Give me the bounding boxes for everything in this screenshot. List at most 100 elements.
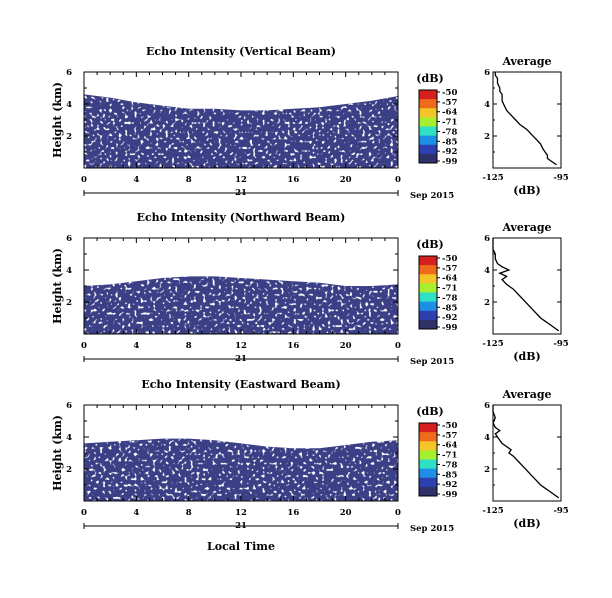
- colorbar-tick-label: -78: [442, 293, 457, 303]
- y-tick-label: 6: [66, 68, 72, 78]
- x-tick-label: 20: [340, 508, 352, 518]
- colorbar-tick-label: -64: [442, 108, 457, 118]
- panel-title: Echo Intensity (Eastward Beam): [141, 378, 340, 391]
- colorbar-tick-label: -85: [442, 470, 457, 480]
- heatmap-field: [84, 276, 398, 334]
- colorbar-tick-label: -57: [442, 431, 457, 441]
- profile-y-tick-label: 6: [484, 401, 490, 411]
- x-tick-label: 16: [287, 341, 299, 351]
- colorbar-tick-label: -99: [442, 323, 457, 333]
- profile-x-label: (dB): [513, 350, 540, 363]
- colorbar-segment: [419, 441, 437, 451]
- x-tick-label: 16: [287, 508, 299, 518]
- colorbar-tick-label: -99: [442, 490, 457, 500]
- x-tick-label: 0: [81, 508, 87, 518]
- colorbar-label: (dB): [416, 238, 443, 251]
- x-tick-label: 0: [81, 175, 87, 185]
- profile-line: [494, 72, 557, 166]
- colorbar-tick-label: -85: [442, 137, 457, 147]
- colorbar-segment: [419, 135, 437, 146]
- y-tick-label: 2: [66, 298, 72, 308]
- profile-y-tick-label: 2: [484, 298, 490, 308]
- colorbar-tick-label: -50: [442, 88, 457, 98]
- colorbar-tick-label: -64: [442, 274, 457, 284]
- colorbar-segment: [419, 292, 437, 303]
- x-tick-label: 4: [133, 175, 139, 185]
- profile-y-tick-label: 4: [484, 433, 490, 443]
- colorbar-frame: [418, 89, 438, 164]
- date-label: Sep 2015: [410, 191, 454, 201]
- panel-0: Echo Intensity (Vertical Beam) 0 4 8 12 16 20 0…: [51, 45, 569, 201]
- y-tick-label: 2: [66, 465, 72, 475]
- colorbar-segment: [419, 117, 437, 127]
- data-gap-speckle: [84, 94, 398, 168]
- profile-x-tick-label: -95: [553, 173, 568, 183]
- colorbar-tick-label: -50: [442, 421, 457, 431]
- profile-y-tick-label: 6: [484, 68, 490, 78]
- colorbar-label: (dB): [416, 72, 443, 85]
- colorbar-tick-label: -71: [442, 118, 457, 128]
- colorbar-tick-label: -92: [442, 480, 457, 490]
- x-tick-label: 0: [81, 341, 87, 351]
- profile-y-tick-label: 2: [484, 132, 490, 142]
- x-tick-label: 0: [395, 341, 401, 351]
- colorbar-tick-label: -92: [442, 147, 457, 157]
- y-tick-label: 2: [66, 132, 72, 142]
- y-tick-label: 4: [66, 266, 72, 276]
- panel-title: Echo Intensity (Vertical Beam): [146, 45, 336, 58]
- colorbar-segment: [419, 283, 437, 293]
- x-axis-label: Local Time: [207, 540, 275, 553]
- profile-x-tick-label: -125: [482, 173, 503, 183]
- profile-x-tick-label: -125: [482, 506, 503, 516]
- profile-x-tick-label: -95: [553, 339, 568, 349]
- colorbar-tick-label: -64: [442, 441, 457, 451]
- profile-title: Average: [501, 221, 551, 234]
- panel-1: Echo Intensity (Northward Beam)0 4 8 12 16 20…: [51, 211, 569, 367]
- colorbar-segment: [419, 310, 437, 321]
- colorbar-segment: [419, 432, 437, 442]
- profile-y-tick-label: 6: [484, 234, 490, 244]
- x-tick-label: 8: [186, 508, 192, 518]
- y-tick-label: 4: [66, 433, 72, 443]
- colorbar-segment: [419, 126, 437, 137]
- colorbar-tick-label: -78: [442, 127, 457, 137]
- x-tick-label: 12: [235, 508, 247, 518]
- profile-y-tick-label: 4: [484, 266, 490, 276]
- heatmap-field: [84, 438, 398, 501]
- colorbar-segment: [419, 265, 437, 275]
- x-tick-label: 12: [235, 341, 247, 351]
- x-tick-label: 20: [340, 175, 352, 185]
- x-tick-label: 4: [133, 508, 139, 518]
- panel-title: Echo Intensity (Northward Beam): [137, 211, 346, 224]
- colorbar-tick-label: -71: [442, 451, 457, 461]
- colorbar-tick-label: -57: [442, 98, 457, 108]
- colorbar-segment: [419, 468, 437, 479]
- y-tick-label: 4: [66, 100, 72, 110]
- colorbar-tick-label: -78: [442, 460, 457, 470]
- colorbar-segment: [419, 477, 437, 488]
- data-gap-speckle: [84, 276, 398, 334]
- date-tick-label: 21: [235, 354, 247, 364]
- profile-x-label: (dB): [513, 184, 540, 197]
- y-axis-label: Height (km): [51, 248, 64, 324]
- profile-y-tick-label: 2: [484, 465, 490, 475]
- colorbar-segment: [419, 486, 437, 497]
- x-tick-label: 16: [287, 175, 299, 185]
- date-tick-label: 21: [235, 188, 247, 198]
- y-axis-label: Height (km): [51, 82, 64, 158]
- profile-frame: [492, 71, 562, 169]
- colorbar-frame: [418, 255, 438, 330]
- colorbar-frame: [418, 422, 438, 497]
- heatmap-field: [84, 94, 398, 168]
- colorbar-label: (dB): [416, 405, 443, 418]
- colorbar-segment: [419, 319, 437, 330]
- x-tick-label: 0: [395, 175, 401, 185]
- data-gap-speckle: [84, 438, 398, 501]
- colorbar-tick-label: -71: [442, 284, 457, 294]
- date-label: Sep 2015: [410, 357, 454, 367]
- date-tick-label: 21: [235, 521, 247, 531]
- profile-title: Average: [501, 388, 551, 401]
- profile-x-tick-label: -95: [553, 506, 568, 516]
- colorbar-segment: [419, 256, 437, 266]
